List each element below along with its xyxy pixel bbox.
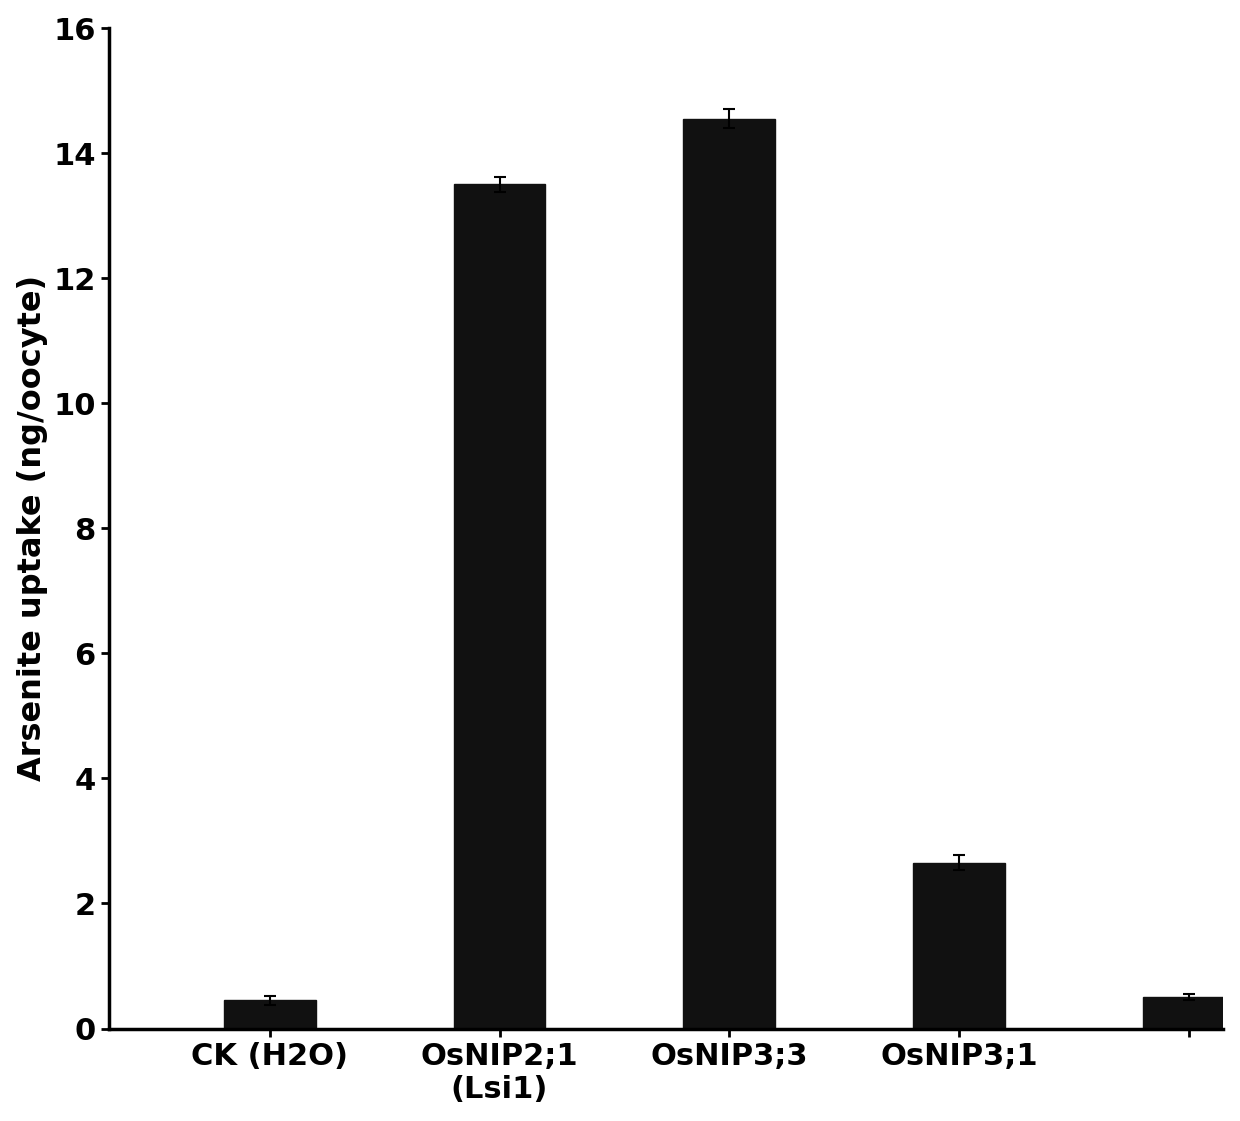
Bar	[683, 119, 775, 1029]
Bar	[1143, 998, 1235, 1029]
Bar	[454, 185, 546, 1029]
Y-axis label: Arsenite uptake (ng/oocyte): Arsenite uptake (ng/oocyte)	[16, 276, 47, 781]
Bar	[913, 863, 1006, 1029]
Bar	[223, 1000, 316, 1029]
